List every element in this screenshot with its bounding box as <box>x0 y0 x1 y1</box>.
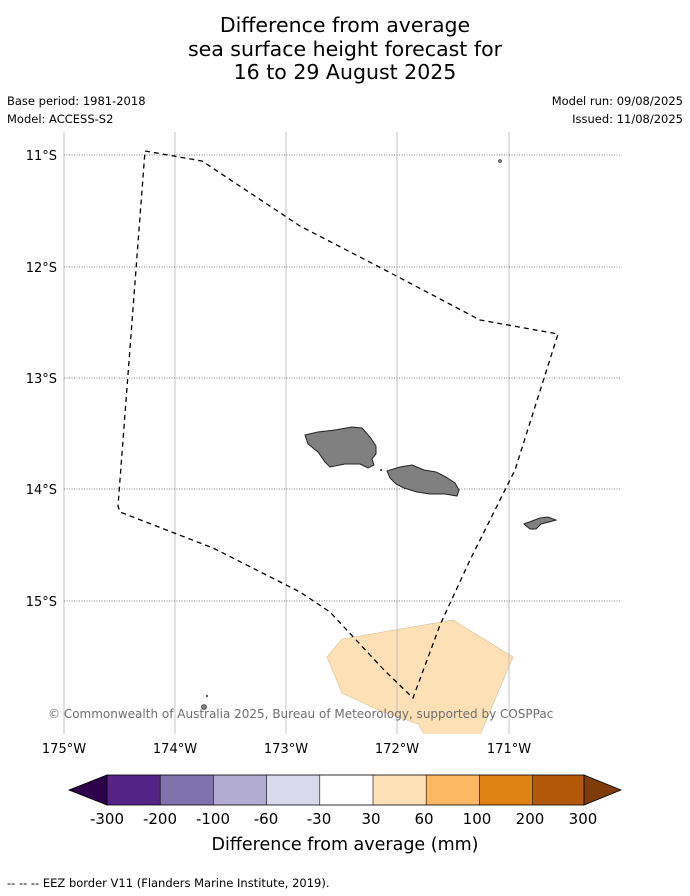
colorbar-tick-neg100: -100 <box>196 810 230 828</box>
small-islet-south-2 <box>206 695 208 697</box>
sea-height-anomaly-patch <box>326 619 514 734</box>
copyright-text: © Commonwealth of Australia 2025, Bureau… <box>48 707 553 721</box>
colorbar-bin-60-100 <box>426 775 480 805</box>
colorbar-tick-neg300: -300 <box>90 810 124 828</box>
colorbar-bin-30-60 <box>373 775 427 805</box>
colorbar-dividers <box>159 775 533 805</box>
colorbar <box>67 774 623 806</box>
lon-label-173w: 173°W <box>264 742 308 757</box>
small-islet-channel <box>380 469 382 471</box>
lat-label-12s: 12°S <box>26 261 57 276</box>
eez-border <box>117 150 559 700</box>
lat-label-13s: 13°S <box>26 372 57 387</box>
longitude-labels: 175°W 174°W 173°W 172°W 171°W <box>42 742 531 757</box>
lat-label-14s: 14°S <box>26 483 57 498</box>
lon-label-171w: 171°W <box>487 742 531 757</box>
colorbar-bin-neg30-30 <box>319 775 373 805</box>
model-label: Model: ACCESS-S2 <box>7 112 114 126</box>
colorbar-bin-neg300-neg200 <box>107 775 161 805</box>
latitude-labels: 11°S 12°S 13°S 14°S 15°S <box>26 149 57 610</box>
colorbar-tick-200: 200 <box>516 810 545 828</box>
small-islet-north <box>498 159 502 163</box>
issued-label: Issued: 11/08/2025 <box>572 112 683 126</box>
upolu-island <box>386 464 460 497</box>
title-line-1: Difference from average <box>219 13 471 37</box>
lat-label-11s: 11°S <box>26 149 57 164</box>
colorbar-bin-200-300 <box>532 775 586 805</box>
eez-label: EEZ border V11 (Flanders Marine Institut… <box>42 876 330 890</box>
colorbar-tick-neg200: -200 <box>143 810 177 828</box>
colorbar-bin-neg60-neg30 <box>266 775 320 805</box>
colorbar-extend-high <box>583 774 623 806</box>
colorbar-tick-100: 100 <box>463 810 492 828</box>
longitude-gridlines <box>63 132 510 734</box>
small-islet-south <box>201 704 207 710</box>
model-run-label: Model run: 09/08/2025 <box>551 94 683 108</box>
eez-line-symbol: -- -- -- <box>7 876 40 890</box>
colorbar-tick-neg30: -30 <box>307 810 332 828</box>
colorbar-tick-30: 30 <box>361 810 380 828</box>
latitude-gridlines <box>64 154 620 602</box>
eez-legend: -- -- -- EEZ border V11 (Flanders Marine… <box>7 876 330 890</box>
colorbar-tick-labels: -300 -200 -100 -60 -30 30 60 100 200 300 <box>90 810 597 828</box>
colorbar-label: Difference from average (mm) <box>211 835 478 855</box>
colorbar-bin-neg100-neg60 <box>213 775 267 805</box>
colorbar-tick-60: 60 <box>414 810 433 828</box>
lon-label-175w: 175°W <box>42 742 86 757</box>
colorbar-bin-100-200 <box>479 775 533 805</box>
colorbar-bin-neg200-neg100 <box>160 775 214 805</box>
tutuila-island <box>523 516 558 530</box>
colorbar-tick-300: 300 <box>569 810 598 828</box>
colorbar-extend-low <box>67 774 108 806</box>
lat-label-15s: 15°S <box>26 595 57 610</box>
base-period-label: Base period: 1981-2018 <box>7 94 146 108</box>
lon-label-172w: 172°W <box>375 742 419 757</box>
title-line-2: sea surface height forecast for <box>187 36 503 61</box>
chart-title: Difference from average sea surface heig… <box>0 13 690 85</box>
title-line-3: 16 to 29 August 2025 <box>233 60 457 84</box>
map-area: © Commonwealth of Australia 2025, Bureau… <box>48 132 620 734</box>
colorbar-outline <box>106 774 585 806</box>
colorbar-tick-neg60: -60 <box>254 810 279 828</box>
savaii-island <box>304 426 377 469</box>
lon-label-174w: 174°W <box>153 742 197 757</box>
